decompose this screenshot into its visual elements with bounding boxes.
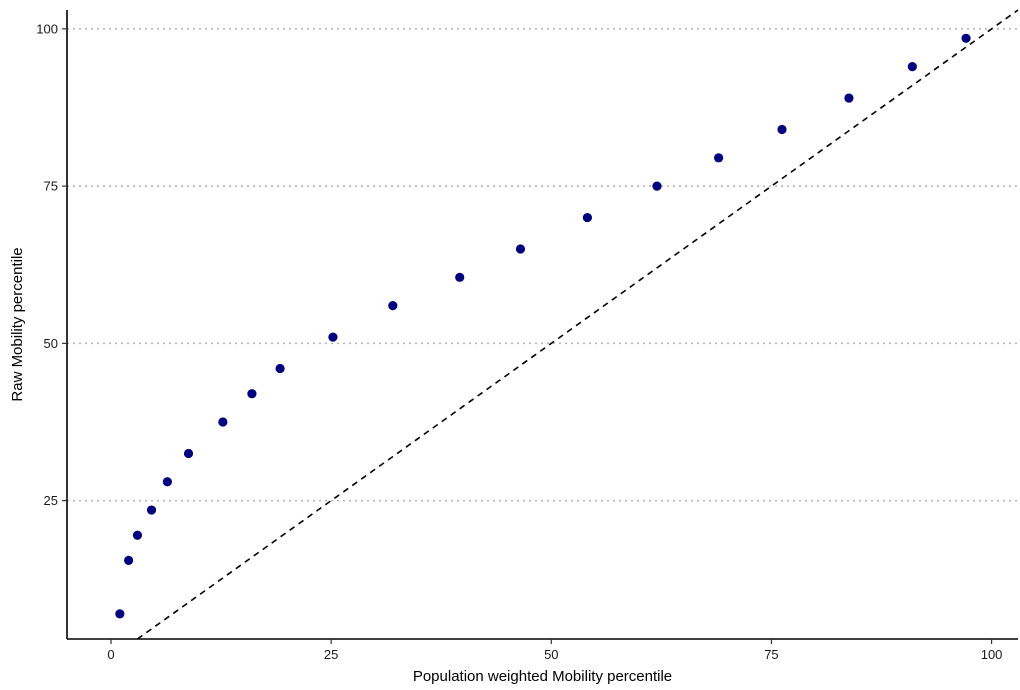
data-point xyxy=(115,609,125,619)
grid-layer xyxy=(67,28,1018,502)
data-point xyxy=(218,417,228,427)
data-point xyxy=(328,332,338,342)
y-tick-label: 50 xyxy=(44,336,58,351)
data-point xyxy=(124,555,134,565)
data-point xyxy=(844,93,854,103)
x-tick-label: 0 xyxy=(107,647,114,662)
points-layer xyxy=(115,33,971,619)
data-point xyxy=(183,448,194,459)
x-tick-label: 100 xyxy=(981,647,1003,662)
data-point xyxy=(132,530,143,540)
reference-line-y-equals-x xyxy=(136,9,1019,640)
data-point xyxy=(275,363,285,374)
y-tick-label: 100 xyxy=(36,21,58,36)
x-tick-label: 75 xyxy=(764,647,778,662)
y-axis-title: Raw Mobility percentile xyxy=(9,247,26,401)
data-point xyxy=(714,153,724,163)
axis-layer xyxy=(66,10,1018,640)
data-point xyxy=(162,477,172,487)
data-point xyxy=(146,505,157,515)
x-axis-title: Population weighted Mobility percentile xyxy=(413,668,672,685)
data-point xyxy=(582,212,593,223)
y-tick-label: 25 xyxy=(44,493,58,508)
data-point xyxy=(515,244,526,254)
y-tick-label: 75 xyxy=(44,179,58,194)
data-point xyxy=(247,389,257,399)
data-point xyxy=(777,124,787,135)
data-point xyxy=(961,33,971,43)
data-point xyxy=(652,181,662,191)
data-point xyxy=(388,301,398,311)
x-tick-label: 25 xyxy=(324,647,338,662)
data-point xyxy=(455,272,465,282)
reference-line-layer xyxy=(136,9,1019,640)
x-tick-label: 50 xyxy=(544,647,558,662)
ticks-layer: 0 25 50 75 100 25 50 75 100 xyxy=(36,21,1002,662)
data-point xyxy=(907,62,917,72)
